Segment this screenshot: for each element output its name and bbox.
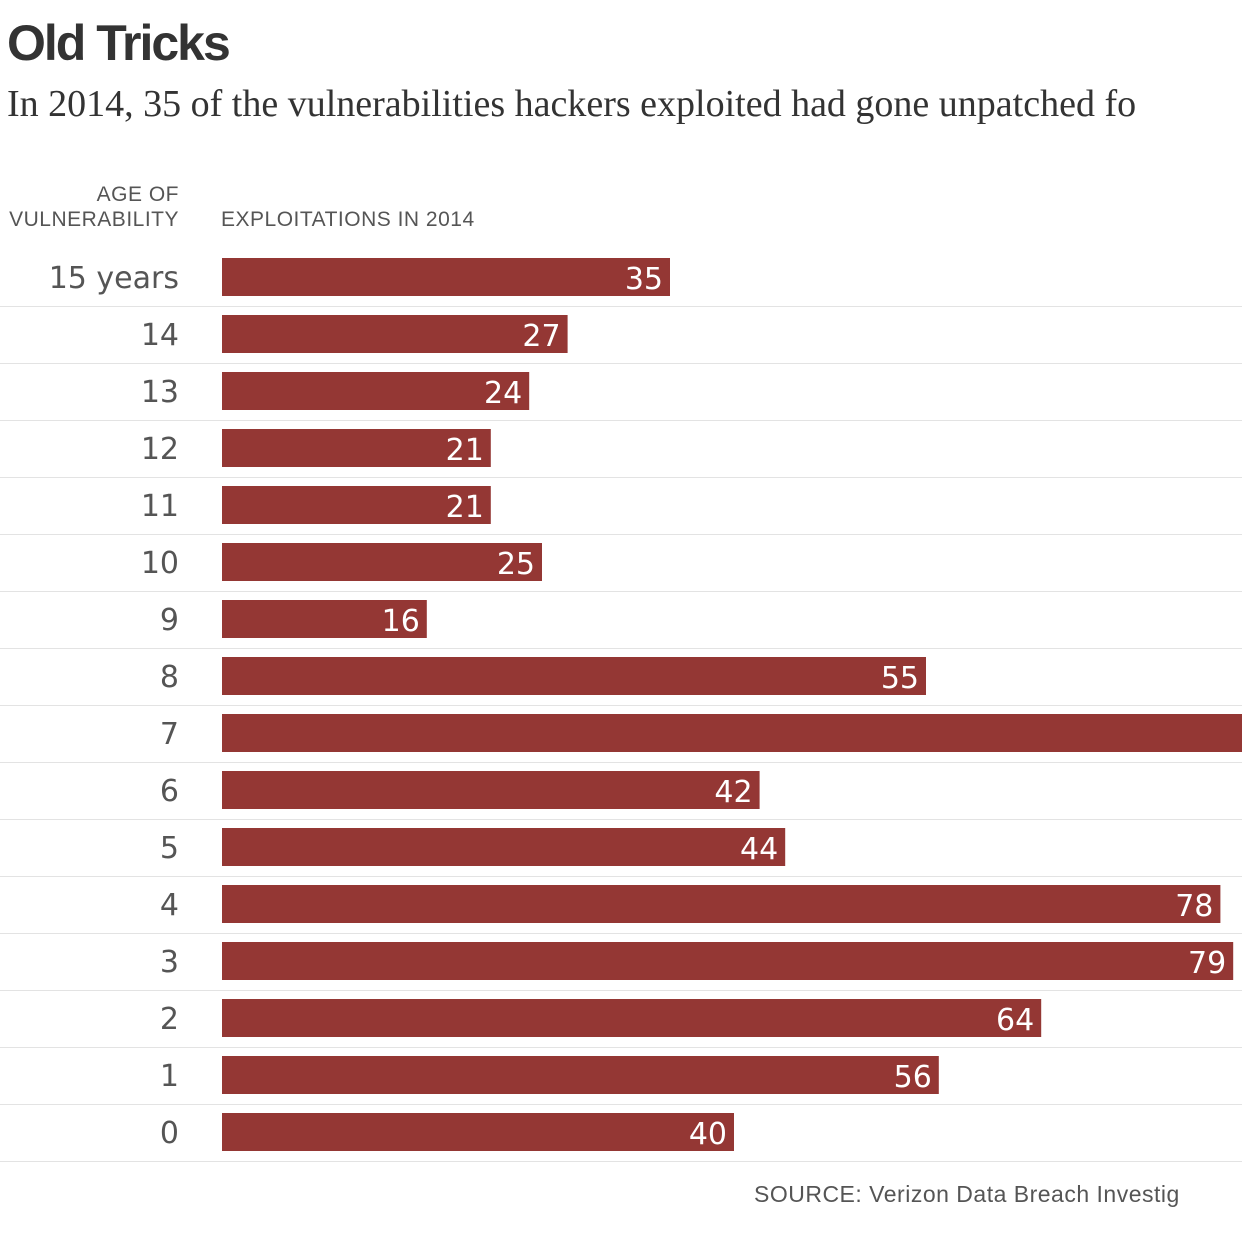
category-label: 8 [160,660,179,695]
value-label: 24 [484,376,522,411]
y-axis-label-line-1: AGE OF [96,183,179,206]
category-label: 10 [141,546,179,581]
bar-11 [222,885,1221,923]
category-label: 12 [141,432,179,467]
y-axis-label-line-2: VULNERABILITY [9,208,179,231]
value-label: 44 [740,832,778,867]
x-axis-label: EXPLOITATIONS IN 2014 [221,208,475,231]
bar-3 [222,429,491,467]
value-label: 27 [522,319,560,354]
bar-1 [222,315,568,353]
bar-7 [222,657,926,695]
bar-0 [222,258,670,296]
bar-5 [222,543,542,581]
y-axis-label: AGE OF VULNERABILITY [9,182,179,232]
value-label: 78 [1175,889,1213,924]
bar-14 [222,1056,939,1094]
category-label: 2 [160,1002,179,1037]
chart-title: Old Tricks [7,15,231,71]
category-label: 7 [160,717,179,752]
value-label: 25 [497,547,535,582]
bar-13 [222,999,1042,1037]
category-label: 14 [141,318,179,353]
value-label: 21 [446,490,484,525]
category-label: 9 [160,603,179,638]
category-label: 3 [160,945,179,980]
category-label: 15 years [49,261,179,296]
value-label: 21 [446,433,484,468]
category-label: 0 [160,1116,179,1151]
category-label: 5 [160,831,179,866]
category-label: 6 [160,774,179,809]
value-label: 55 [881,661,919,696]
bar-4 [222,486,491,524]
category-label: 11 [141,489,179,524]
bar-9 [222,771,760,809]
value-label: 16 [382,604,420,639]
value-label: 64 [996,1003,1034,1038]
chart-subtitle: In 2014, 35 of the vulnerabilities hacke… [7,83,1137,125]
value-label: 40 [689,1117,727,1152]
value-label: 79 [1188,946,1226,981]
category-label: 1 [160,1059,179,1094]
category-label: 4 [160,888,179,923]
bar-12 [222,942,1234,980]
category-label: 13 [141,375,179,410]
value-label: 42 [714,775,752,810]
bar-8 [222,714,1242,752]
value-label: 56 [894,1060,932,1095]
bar-2 [222,372,530,410]
bar-10 [222,828,786,866]
bar-15 [222,1113,734,1151]
bar-6 [222,600,427,638]
source-note: SOURCE: Verizon Data Breach Investig [754,1181,1180,1207]
value-label: 35 [625,262,663,297]
